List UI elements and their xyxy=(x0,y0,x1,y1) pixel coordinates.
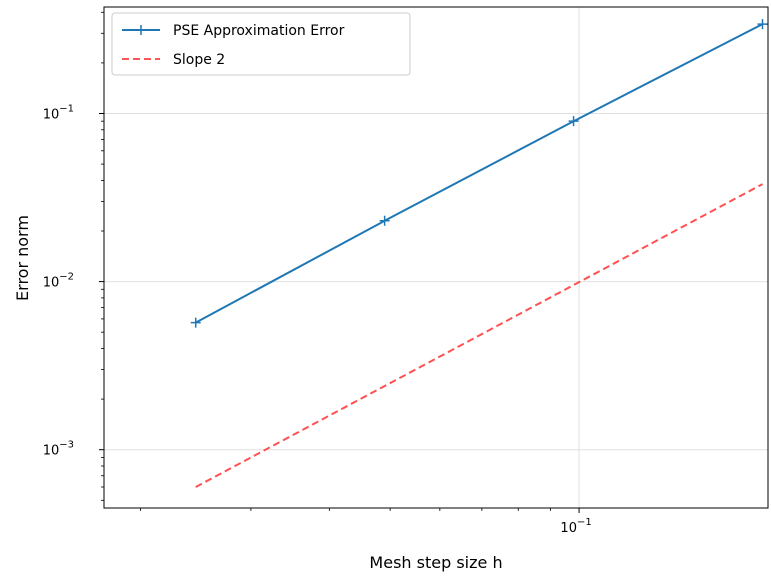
major-tick-marks xyxy=(99,112,580,513)
data-point-marker xyxy=(190,317,201,328)
legend-marker-pse xyxy=(136,25,146,35)
data-point-marker xyxy=(568,116,579,127)
data-point-marker xyxy=(757,19,768,30)
legend-label-pse: PSE Approximation Error xyxy=(173,23,345,39)
legend-box xyxy=(111,12,411,76)
plot-background xyxy=(104,7,768,508)
x-axis-label: Mesh step size h xyxy=(369,553,502,572)
legend: PSE Approximation Error Slope 2 xyxy=(111,12,411,76)
legend-label-slope: Slope 2 xyxy=(173,52,225,68)
y-tick-label: 10−3 xyxy=(43,440,74,459)
series-layer xyxy=(190,19,768,488)
data-point-marker xyxy=(379,215,390,226)
series-line-0 xyxy=(195,23,763,324)
x-tick-label: 10−1 xyxy=(560,517,591,536)
y-tick-label: 10−1 xyxy=(43,103,74,122)
series-line-1 xyxy=(195,183,763,488)
grid-lines xyxy=(104,7,768,508)
y-axis-label: Error norm xyxy=(13,215,32,301)
y-tick-label: 10−2 xyxy=(43,272,74,291)
plot-frame xyxy=(103,6,769,509)
